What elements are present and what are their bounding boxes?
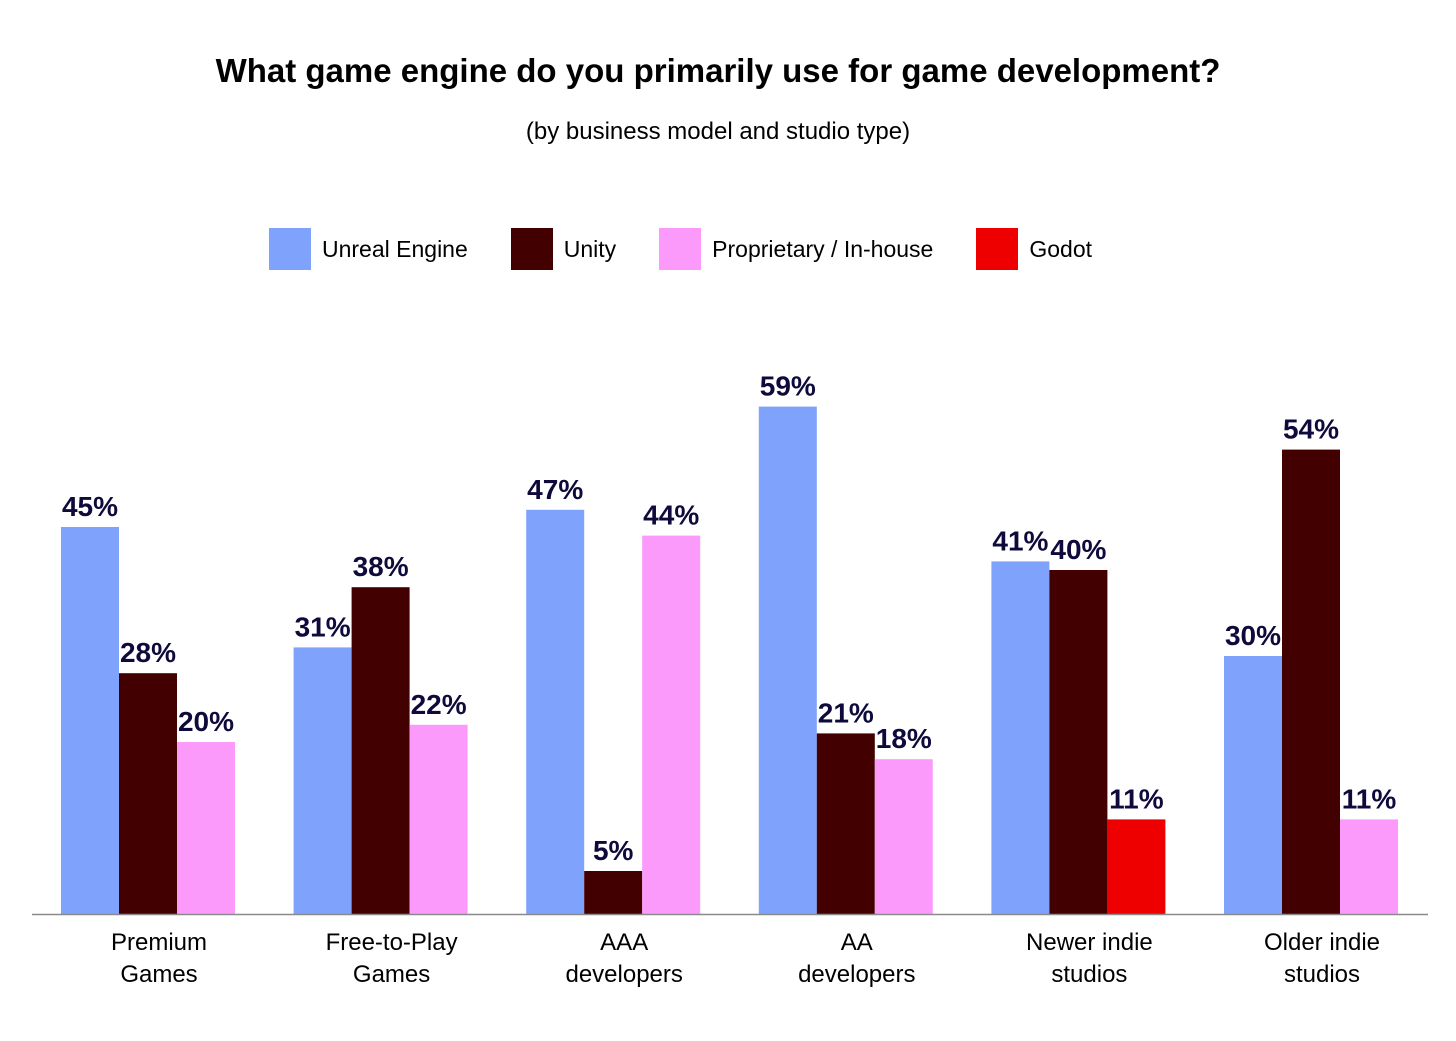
legend-swatch-godot	[976, 228, 1019, 270]
data-label-unreal-engine-newer-indie-studios: 41%	[992, 525, 1048, 556]
bar-unreal-engine-aa-developers	[758, 406, 817, 914]
category-label-premium-games-line-1: Premium	[111, 929, 207, 956]
chart-subtitle: (by business model and studio type)	[525, 118, 911, 145]
legend-item-unreal-engine: Unreal Engine	[269, 228, 468, 270]
legend-swatch-unreal-engine	[269, 228, 311, 270]
category-label-older-indie-studios-line-1: Older indie	[1264, 929, 1380, 956]
chart-title: What game engine do you primarily use fo…	[215, 52, 1221, 89]
category-label-aa-developers-line-2: developers	[798, 961, 915, 988]
bar-proprietary-in-house-aa-developers	[874, 759, 933, 914]
data-label-proprietary-in-house-older-indie-studios: 11%	[1342, 783, 1397, 814]
bar-unity-premium-games	[119, 673, 177, 914]
bar-unreal-engine-premium-games	[61, 527, 119, 914]
data-label-unity-newer-indie-studios: 40%	[1050, 534, 1106, 565]
bar-unreal-engine-aaa-developers	[526, 509, 585, 914]
legend-label-proprietary: Proprietary / In-house	[712, 235, 934, 262]
data-label-proprietary-in-house-free-to-play-games: 22%	[411, 689, 467, 720]
category-label-newer-indie-studios-line-2: studios	[1051, 961, 1127, 988]
bars-group	[61, 406, 1398, 914]
legend-swatch-proprietary	[659, 228, 702, 270]
category-label-premium-games-line-2: Games	[120, 961, 197, 988]
data-label-godot-newer-indie-studios: 11%	[1109, 783, 1164, 814]
legend-item-godot: Godot	[976, 228, 1092, 270]
category-label-free-to-play-games-line-2: Games	[353, 961, 430, 988]
bar-proprietary-in-house-premium-games	[177, 742, 235, 914]
bar-unreal-engine-newer-indie-studios	[991, 561, 1050, 914]
bar-unity-free-to-play-games	[351, 587, 410, 914]
data-label-unity-premium-games: 28%	[120, 637, 176, 668]
data-label-proprietary-in-house-aa-developers: 18%	[876, 723, 932, 754]
category-labels-group: Premium Games Free-to-Play Games AAA develope…	[111, 929, 1380, 988]
bar-proprietary-in-house-free-to-play-games	[409, 724, 468, 914]
bar-proprietary-in-house-aaa-developers	[642, 535, 701, 914]
bar-godot-newer-indie-studios	[1107, 819, 1166, 914]
data-label-unity-aaa-developers: 5%	[593, 835, 634, 866]
category-label-aaa-developers-line-2: developers	[565, 961, 682, 988]
data-label-unity-free-to-play-games: 38%	[353, 551, 409, 582]
bar-unity-aa-developers	[816, 733, 875, 914]
category-label-aa-developers-line-1: AA	[841, 929, 873, 956]
legend-swatch-unity	[510, 228, 553, 270]
legend-label-unity: Unity	[563, 235, 617, 262]
data-label-proprietary-in-house-aaa-developers: 44%	[643, 500, 699, 531]
data-label-proprietary-in-house-premium-games: 20%	[178, 706, 234, 737]
bar-unity-newer-indie-studios	[1049, 570, 1108, 914]
data-label-unreal-engine-aa-developers: 59%	[760, 371, 816, 402]
data-label-unreal-engine-free-to-play-games: 31%	[295, 611, 351, 642]
data-label-unreal-engine-premium-games: 45%	[62, 491, 118, 522]
legend-label-unreal-engine: Unreal Engine	[322, 235, 468, 262]
bar-unity-aaa-developers	[584, 871, 643, 914]
data-label-unity-older-indie-studios: 54%	[1283, 414, 1339, 445]
legend-item-proprietary: Proprietary / In-house	[659, 228, 933, 270]
bar-proprietary-in-house-older-indie-studios	[1340, 819, 1398, 914]
category-label-free-to-play-games-line-1: Free-to-Play	[326, 929, 458, 956]
bar-unity-older-indie-studios	[1282, 449, 1340, 914]
category-label-aaa-developers-line-1: AAA	[600, 929, 648, 956]
bar-unreal-engine-free-to-play-games	[293, 647, 352, 914]
bar-unreal-engine-older-indie-studios	[1224, 656, 1282, 914]
data-label-unreal-engine-older-indie-studios: 30%	[1225, 620, 1281, 651]
legend: Unreal Engine Unity Proprietary / In-hou…	[269, 228, 1092, 270]
legend-item-unity: Unity	[510, 228, 617, 270]
data-label-unity-aa-developers: 21%	[818, 697, 874, 728]
data-label-unreal-engine-aaa-developers: 47%	[527, 474, 583, 505]
bar-labels-group: 45% 28% 20% 31%38% 22% 47% 5% 44% 59% 21%18% 41% 40…	[62, 371, 1396, 866]
legend-label-godot: Godot	[1029, 235, 1092, 262]
category-label-newer-indie-studios-line-1: Newer indie	[1026, 929, 1153, 956]
category-label-older-indie-studios-line-2: studios	[1284, 961, 1360, 988]
